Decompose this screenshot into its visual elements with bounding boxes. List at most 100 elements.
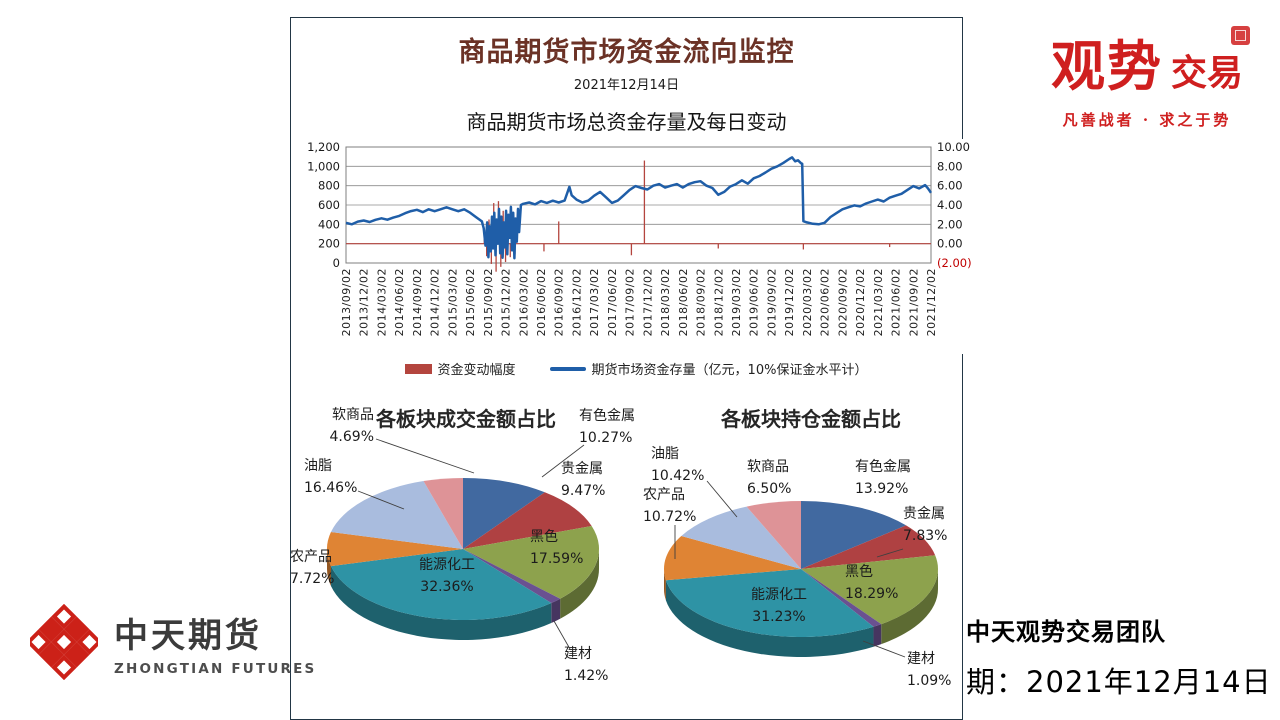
svg-text:200: 200 xyxy=(318,237,340,251)
pie-label-1: 贵金属 7.83% xyxy=(903,506,948,544)
pie-position-title: 各板块持仓金额占比 xyxy=(721,407,901,431)
brand-logo: 观势 交易 凡善战者 · 求之于势 xyxy=(1038,22,1256,130)
pie-slice-1 xyxy=(463,492,592,549)
company-logo-icon xyxy=(30,604,98,680)
pie-slice-4 xyxy=(331,549,552,620)
pie-label-7: 软商品 6.50% xyxy=(747,459,792,497)
pie-slice-6 xyxy=(681,506,801,569)
pie-label-7: 软商品 4.69% xyxy=(329,407,374,445)
brand-seal-icon xyxy=(1231,26,1250,45)
pie-turnover-section: 各板块成交金额占比 软商品 4.69% 有色金属 10.27% 贵金属 9.47% 黑色 17… xyxy=(290,399,636,704)
svg-text:0.00: 0.00 xyxy=(937,237,963,251)
svg-text:2014/12/02: 2014/12/02 xyxy=(429,268,442,336)
svg-text:2017/03/02: 2017/03/02 xyxy=(588,268,601,336)
legend-label-stock: 期货市场资金存量（亿元，10%保证金水平计） xyxy=(591,363,868,378)
legend-bar-swatch-icon xyxy=(404,363,432,374)
svg-text:2014/09/02: 2014/09/02 xyxy=(411,268,424,336)
pie-label-0: 有色金属 10.27% xyxy=(579,408,635,446)
pie-slice-side xyxy=(873,624,882,647)
svg-text:1,000: 1,000 xyxy=(307,159,340,173)
svg-text:2018/12/02: 2018/12/02 xyxy=(712,268,725,336)
pie-slice-5 xyxy=(327,532,463,567)
brand-wordmark: 观势 交易 xyxy=(1038,22,1256,101)
brand-text-small: 交易 xyxy=(1170,52,1243,94)
pie-slice-3 xyxy=(801,569,882,627)
svg-text:2013/09/02: 2013/09/02 xyxy=(340,268,353,336)
pie-slice-side xyxy=(665,580,874,657)
pie-label-3: 建材 1.09% xyxy=(907,651,952,689)
svg-text:2016/09/02: 2016/09/02 xyxy=(553,268,566,336)
leader-line xyxy=(862,640,906,658)
pie-label-6: 油脂 10.42% xyxy=(651,446,705,484)
svg-text:(2.00): (2.00) xyxy=(937,256,972,270)
svg-text:2019/03/02: 2019/03/02 xyxy=(730,268,743,336)
pie-label-3: 建材 1.42% xyxy=(564,646,609,684)
report-panel: 商品期货市场资金流向监控 2021年12月14日 商品期货市场总资金存量及每日变… xyxy=(290,17,976,720)
leader-line xyxy=(876,548,904,558)
pie-slice-3 xyxy=(463,549,561,604)
footer-team-name: 中天观势交易团队 xyxy=(966,618,1166,646)
svg-text:2016/12/02: 2016/12/02 xyxy=(570,268,583,336)
company-name-block: 中天期货 ZHONGTIAN FUTURES xyxy=(114,608,316,677)
svg-text:2021/09/02: 2021/09/02 xyxy=(907,268,920,336)
pie-slice-side xyxy=(560,549,599,619)
pie-slice-1 xyxy=(801,525,936,569)
svg-text:1,200: 1,200 xyxy=(307,140,340,154)
pie-slice-side xyxy=(881,569,938,645)
pie-label-2: 黑色 17.59% xyxy=(530,529,584,567)
pie-label-6: 油脂 16.46% xyxy=(304,458,358,496)
line-chart-legend: 资金变动幅度 期货市场资金存量（亿元，10%保证金水平计） xyxy=(296,359,976,378)
pie-slice-2 xyxy=(463,525,599,599)
pie-slice-side xyxy=(331,566,552,640)
pie-slice-4 xyxy=(665,569,874,637)
company-name-en: ZHONGTIAN FUTURES xyxy=(114,660,317,677)
line-chart-section: 0 200 400 600 800 1,000 1,200 (2.00) 0.00 2.00 4.0… xyxy=(296,139,976,378)
company-name-cn: 中天期货 xyxy=(114,615,262,656)
pie-slice-7 xyxy=(746,501,801,569)
pie-slice-5 xyxy=(664,535,801,581)
pie-label-0: 有色金属 13.92% xyxy=(855,459,911,497)
pie-slice-2 xyxy=(801,555,938,625)
page-title: 商品期货市场资金流向监控 xyxy=(458,37,795,68)
pie-label-5: 农产品 7.72% xyxy=(290,549,335,587)
report-date: 2021年12月14日 xyxy=(573,78,680,93)
svg-text:2.00: 2.00 xyxy=(937,217,963,231)
svg-text:6.00: 6.00 xyxy=(937,179,963,193)
svg-text:4.00: 4.00 xyxy=(937,198,963,212)
legend-label-change: 资金变动幅度 xyxy=(437,363,516,378)
pie-turnover-title: 各板块成交金额占比 xyxy=(376,407,556,431)
pie-slice-7 xyxy=(423,478,463,549)
svg-text:600: 600 xyxy=(318,198,340,212)
legend-item-stock: 期货市场资金存量（亿元，10%保证金水平计） xyxy=(549,359,868,378)
pie-label-4: 能源化工 32.36% xyxy=(419,557,475,595)
svg-text:2021/03/02: 2021/03/02 xyxy=(872,268,885,336)
pie-label-2: 黑色 18.29% xyxy=(845,564,899,602)
svg-text:2014/03/02: 2014/03/02 xyxy=(375,268,388,336)
svg-text:800: 800 xyxy=(318,179,340,193)
svg-text:2017/09/02: 2017/09/02 xyxy=(624,268,637,336)
svg-text:2014/06/02: 2014/06/02 xyxy=(393,268,406,336)
svg-text:2017/06/02: 2017/06/02 xyxy=(606,268,619,336)
line-chart-canvas: 0 200 400 600 800 1,000 1,200 (2.00) 0.00 2.00 4.0… xyxy=(296,139,976,354)
svg-text:2020/03/02: 2020/03/02 xyxy=(801,268,814,336)
svg-text:2021/12/02: 2021/12/02 xyxy=(925,268,938,336)
svg-text:10.00: 10.00 xyxy=(937,140,970,154)
svg-text:8.00: 8.00 xyxy=(937,159,963,173)
leader-line xyxy=(553,620,571,650)
pie-label-1: 贵金属 9.47% xyxy=(561,461,606,499)
svg-text:2015/03/02: 2015/03/02 xyxy=(446,268,459,336)
pie-slice-side xyxy=(551,598,561,624)
svg-text:2018/06/02: 2018/06/02 xyxy=(677,268,690,336)
pie-slice-side xyxy=(327,549,332,587)
svg-text:2015/06/02: 2015/06/02 xyxy=(464,268,477,336)
brand-text-large: 观势 xyxy=(1050,34,1163,98)
legend-line-swatch-icon xyxy=(549,366,586,371)
pie-position-canvas xyxy=(664,480,938,658)
svg-text:2013/12/02: 2013/12/02 xyxy=(358,268,371,336)
svg-text:2018/09/02: 2018/09/02 xyxy=(695,268,708,336)
svg-text:2018/03/02: 2018/03/02 xyxy=(659,268,672,336)
svg-text:2021/06/02: 2021/06/02 xyxy=(890,268,903,336)
pie-position-section: 各板块持仓金额占比 油脂 10.42% 农产品 10.72% 软商品 6.50% 有色金属 1… xyxy=(641,399,981,704)
svg-text:0: 0 xyxy=(333,256,340,270)
leader-line xyxy=(375,438,475,474)
